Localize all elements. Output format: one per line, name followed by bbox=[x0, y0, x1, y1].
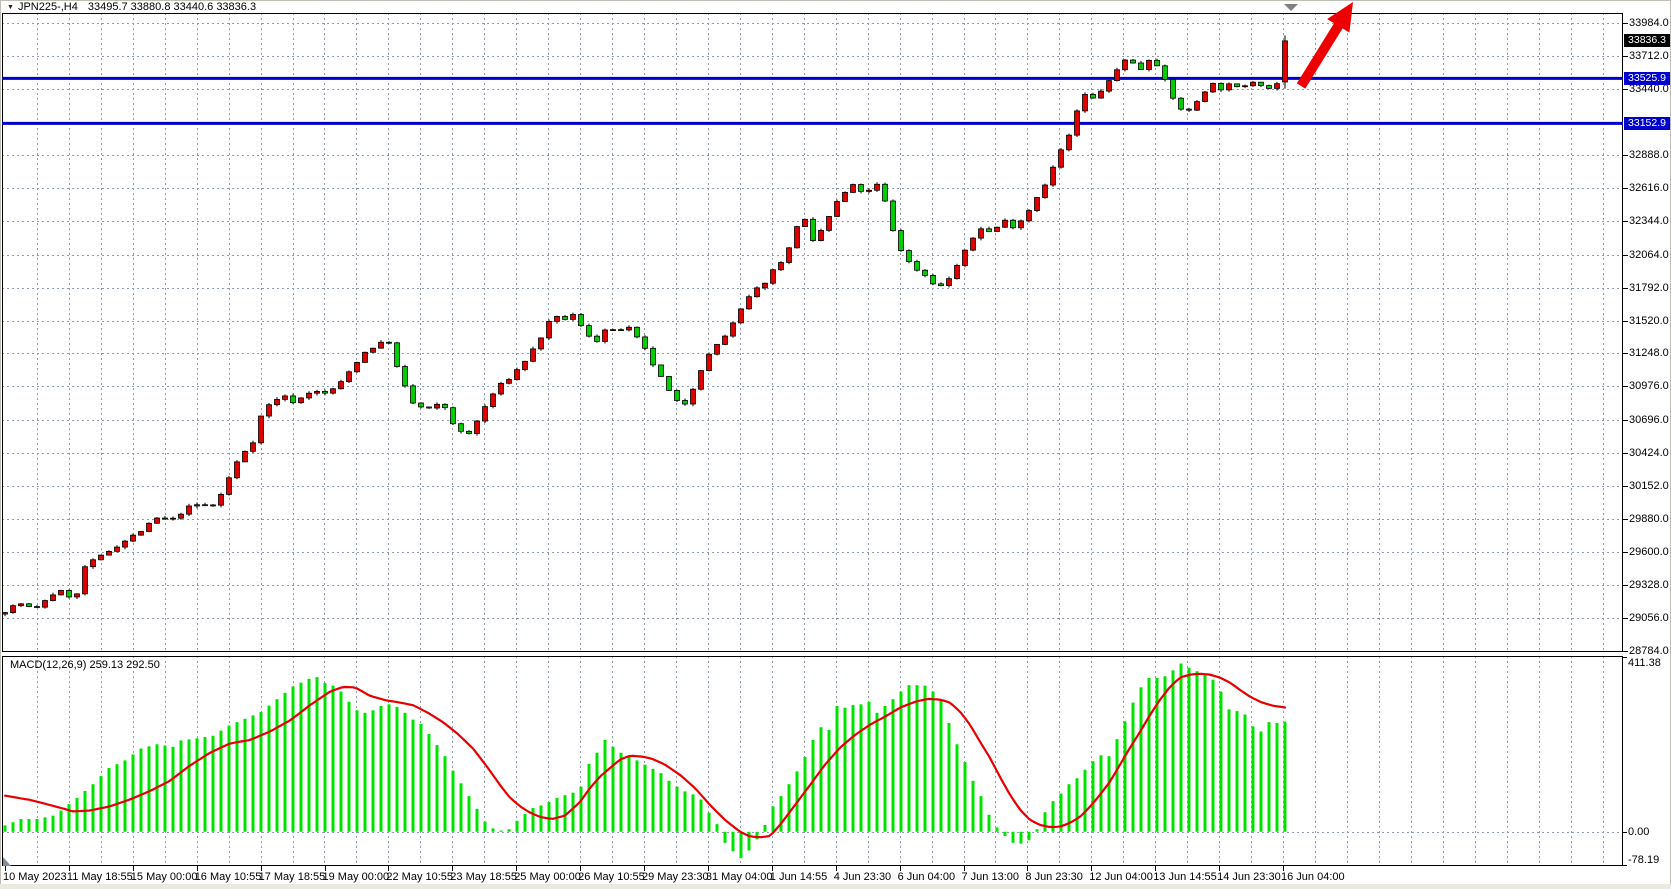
price-axis-label: 29328.0 bbox=[1629, 579, 1669, 592]
time-axis-label: 7 Jun 13:00 bbox=[961, 871, 1020, 883]
macd-indicator-label: MACD(12,26,9) 259.13 292.50 bbox=[10, 659, 160, 671]
time-axis-label: 8 Jun 23:30 bbox=[1025, 871, 1083, 883]
symbol-dropdown-icon[interactable]: ▼ bbox=[7, 4, 14, 11]
price-axis-label: 31792.0 bbox=[1629, 281, 1669, 294]
time-axis-label: 10 May 2023 bbox=[3, 871, 67, 883]
time-axis-label: 4 Jun 23:30 bbox=[833, 871, 892, 883]
time-axis-label: 12 Jun 04:00 bbox=[1089, 871, 1153, 883]
symbol-title-bar: ▼ JPN225-,H4 33495.7 33880.8 33440.6 33836… bbox=[7, 1, 256, 13]
price-axis-label: 28784.0 bbox=[1629, 645, 1669, 657]
time-axis-label: 1 Jun 14:55 bbox=[769, 871, 828, 883]
time-axis-label: 14 Jun 23:30 bbox=[1217, 871, 1281, 883]
price-axis-label: 32888.0 bbox=[1629, 149, 1669, 162]
time-axis-label: 17 May 18:55 bbox=[258, 871, 326, 883]
level-badge: 33152.9 bbox=[1624, 116, 1670, 130]
time-axis-label: 29 May 23:30 bbox=[642, 871, 709, 883]
price-axis-label: 30976.0 bbox=[1629, 380, 1669, 393]
time-axis-label: 6 Jun 04:00 bbox=[897, 871, 956, 883]
time-axis-label: 23 May 18:55 bbox=[450, 871, 517, 883]
time-axis-label: 26 May 10:55 bbox=[578, 871, 645, 883]
time-axis-label: 25 May 00:00 bbox=[514, 871, 581, 883]
macd-axis-label: 0.00 bbox=[1628, 825, 1650, 838]
symbol-timeframe-label: JPN225-,H4 bbox=[17, 1, 78, 13]
price-axis-label: 29600.0 bbox=[1629, 546, 1669, 559]
macd-panel-border bbox=[2, 656, 1623, 866]
price-axis-label: 32064.0 bbox=[1629, 248, 1669, 261]
bottom-frame-strip bbox=[0, 884, 1671, 889]
time-axis-label: 15 May 00:00 bbox=[130, 871, 198, 883]
time-axis-label: 16 Jun 04:00 bbox=[1281, 871, 1345, 883]
scroll-marker-icon bbox=[3, 857, 11, 866]
price-axis-label: 30424.0 bbox=[1629, 446, 1669, 459]
price-axis[interactable] bbox=[1624, 13, 1671, 866]
main-panel-border bbox=[2, 13, 1623, 652]
level-badge: 33525.9 bbox=[1624, 71, 1670, 85]
time-axis-label: 11 May 18:55 bbox=[66, 871, 133, 883]
price-axis-label: 33984.0 bbox=[1629, 17, 1669, 29]
ohlc-readout: 33495.7 33880.8 33440.6 33836.3 bbox=[87, 1, 257, 13]
macd-axis-label: -78.19 bbox=[1628, 854, 1660, 866]
trend-arrow[interactable] bbox=[1296, 2, 1353, 89]
chart-shift-marker-icon[interactable] bbox=[1284, 4, 1298, 11]
price-axis-label: 33440.0 bbox=[1629, 82, 1669, 95]
price-axis-label: 30696.0 bbox=[1629, 414, 1669, 427]
price-axis-label: 30152.0 bbox=[1629, 479, 1669, 492]
current-price-badge: 33836.3 bbox=[1624, 34, 1670, 48]
price-axis-label: 29880.0 bbox=[1629, 512, 1669, 525]
price-axis-label: 31248.0 bbox=[1629, 347, 1669, 360]
price-axis-label: 32616.0 bbox=[1629, 182, 1669, 195]
time-axis-label: 16 May 10:55 bbox=[194, 871, 262, 883]
macd-signal-line bbox=[3, 672, 1287, 839]
macd-axis-label: 411.38 bbox=[1628, 657, 1661, 669]
time-axis-label: 22 May 10:55 bbox=[386, 871, 454, 883]
time-axis-label: 13 Jun 14:55 bbox=[1153, 871, 1217, 883]
price-axis-label: 29056.0 bbox=[1629, 612, 1669, 625]
time-axis-label: 19 May 00:00 bbox=[322, 871, 390, 883]
price-axis-label: 31520.0 bbox=[1629, 314, 1669, 327]
price-axis-label: 32344.0 bbox=[1629, 215, 1669, 228]
time-axis-label: 31 May 04:00 bbox=[705, 871, 773, 883]
price-axis-label: 33712.0 bbox=[1629, 49, 1669, 62]
